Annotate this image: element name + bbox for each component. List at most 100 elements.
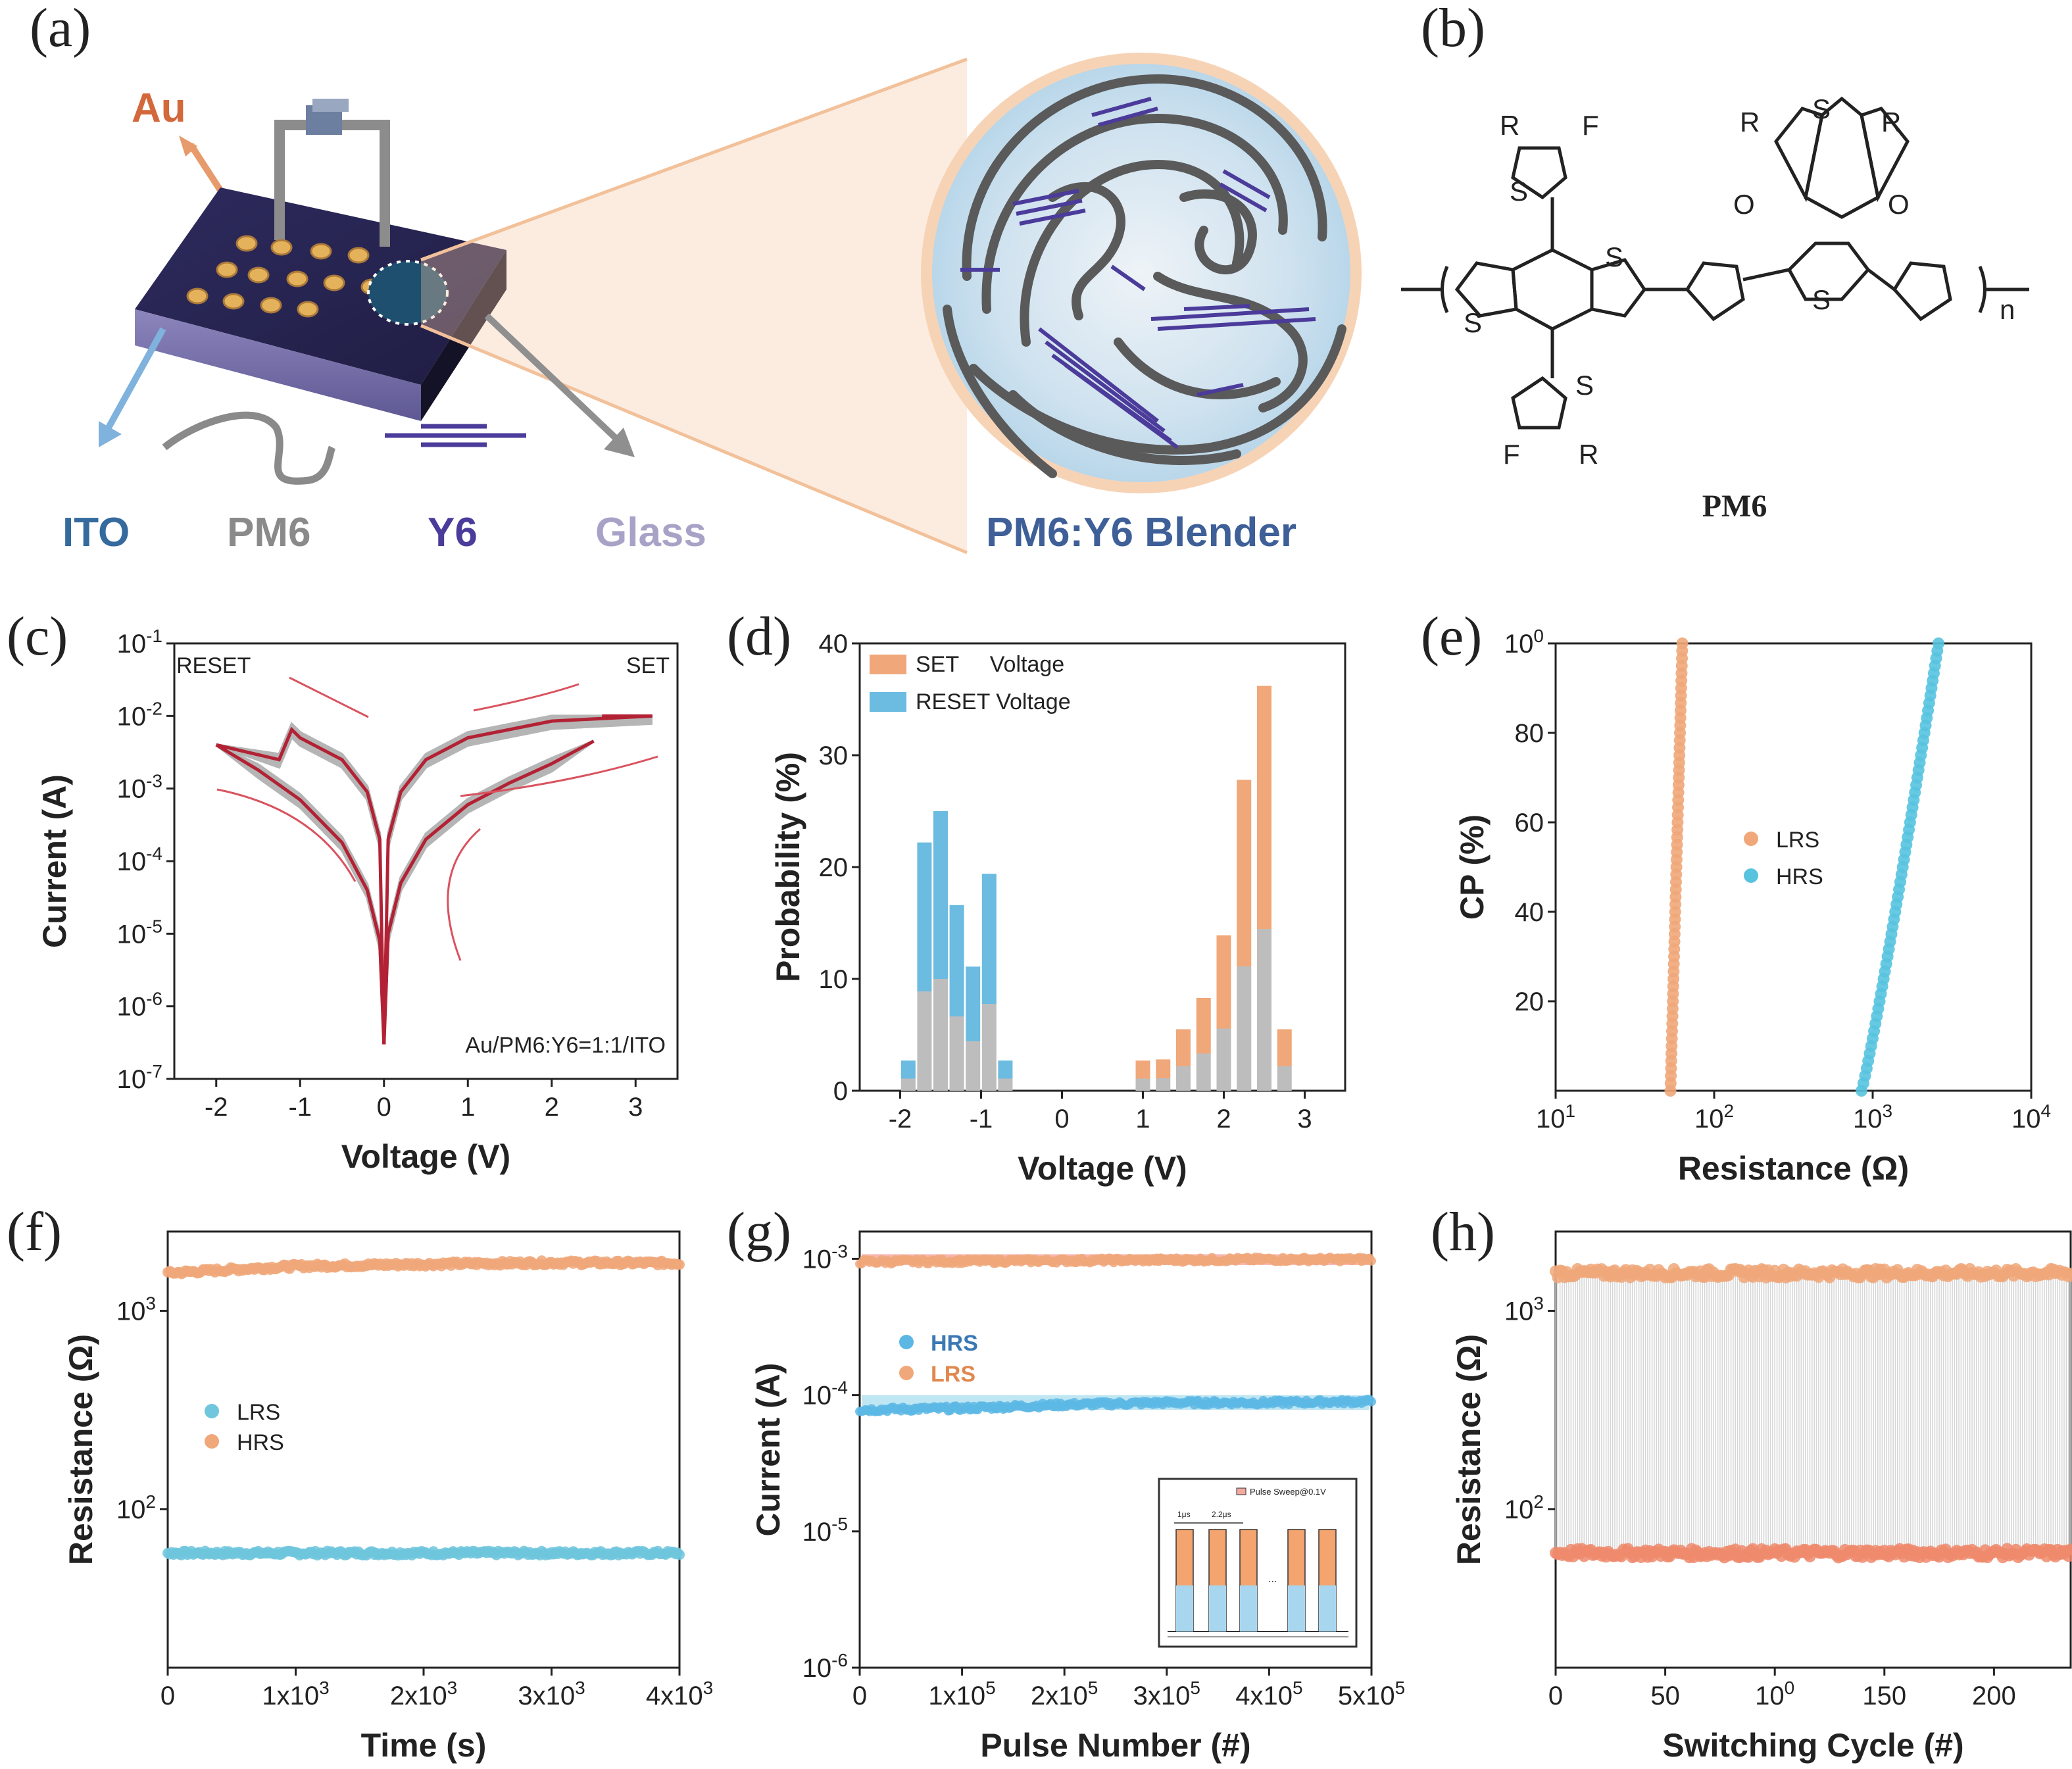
reset-bar	[933, 811, 948, 1091]
x-tick-label: 2	[1216, 1105, 1231, 1134]
zoom-cone	[421, 59, 967, 553]
y-axis-title: Probability (%)	[770, 752, 806, 982]
iv-curve	[215, 743, 386, 1045]
hrs-point	[1933, 637, 1945, 649]
iv-curve	[216, 726, 386, 1045]
x-tick-label: 4x105	[1235, 1678, 1302, 1710]
y-tick-label: 20	[1515, 987, 1544, 1016]
x-tick-label: 102	[1694, 1101, 1734, 1134]
hrs-point	[2065, 1267, 2072, 1280]
reset-bar	[917, 842, 932, 1091]
lrs-point	[1367, 1256, 1376, 1266]
cycle-line-gray	[382, 739, 595, 1045]
set-bar	[1196, 997, 1211, 1091]
atom-s4: S	[1575, 370, 1594, 401]
x-tick-label: 1x103	[262, 1678, 329, 1710]
y-tick-label: 10-6	[802, 1650, 848, 1683]
panel-a: (a) Au	[30, 0, 1362, 555]
plot-frame	[1554, 1230, 2072, 1669]
cycle-line-gray	[382, 739, 595, 1045]
arrow-1	[216, 788, 357, 882]
x-tick-label: 2	[545, 1093, 559, 1122]
y-axis-title: Resistance (Ω)	[1450, 1334, 1487, 1565]
glass-arrow	[484, 313, 618, 440]
hrs-point	[1367, 1397, 1376, 1407]
x-tick-label: 0	[160, 1682, 175, 1710]
y-axis-title: Current (A)	[36, 774, 73, 948]
legend-label: LRS	[237, 1400, 280, 1425]
x-tick-label: 3x103	[518, 1678, 585, 1710]
reset-bar	[981, 874, 997, 1091]
arrow-5	[473, 683, 580, 712]
chart-e: 101 102 103 104 20 40 60 80 100 Resistance (Ω) CP …	[1454, 626, 2051, 1187]
x-axis-title: Voltage (V)	[341, 1138, 510, 1175]
set-bar	[1237, 780, 1252, 1091]
legend-label: HRS	[931, 1331, 978, 1356]
y-axis-title: Current (A)	[750, 1363, 787, 1537]
chart-c: -2 -1 0 1 2 3 10-7 10-6 10-5 10-4 10-3 10-2 10-1 Volt…	[36, 626, 679, 1175]
legend-pm6: PM6	[227, 510, 310, 555]
cycle-line-gray	[382, 739, 595, 1045]
arrow-3	[447, 828, 481, 961]
legend-swatch	[870, 692, 906, 712]
x-tick-label: 0	[1054, 1105, 1069, 1134]
y-tick-label: 10-6	[117, 989, 162, 1022]
cycle-line-gray	[382, 739, 595, 1045]
set-bar	[1216, 935, 1231, 1091]
y-axis-title: CP (%)	[1454, 814, 1491, 920]
panel-c-set-tag: SET	[626, 653, 670, 678]
y-tick-label: 40	[819, 630, 849, 659]
cycle-line-gray	[382, 739, 595, 1045]
x-tick-label: -2	[889, 1105, 912, 1134]
y-tick-label: 10-7	[117, 1061, 162, 1094]
x-axis-title: Pulse Number (#)	[980, 1727, 1250, 1764]
atom-r2: R	[1579, 439, 1598, 470]
inset-width: 1μs	[1177, 1510, 1191, 1519]
panel-b-label: (b)	[1421, 0, 1485, 59]
cycle-line-gray	[216, 734, 385, 1045]
plot-frame	[858, 1230, 1373, 1669]
y-tick-label: 102	[116, 1491, 156, 1524]
cycle-line-gray	[382, 739, 595, 1045]
x-tick-label: 100	[1755, 1678, 1794, 1710]
y-tick-label: 10-4	[802, 1378, 848, 1410]
y-tick-label: 10-3	[802, 1241, 848, 1274]
x-tick-label: 5x105	[1338, 1678, 1405, 1710]
y-tick-label: 80	[1515, 719, 1544, 748]
x-tick-label: 1	[460, 1093, 475, 1122]
y-tick-label: 10-3	[117, 771, 162, 804]
atom-r4: R	[1881, 107, 1901, 137]
panel-a-label: (a)	[30, 0, 91, 59]
atom-s1: S	[1464, 307, 1482, 338]
y-tick-label: 100	[1504, 626, 1544, 659]
x-tick-label: 2x105	[1031, 1678, 1098, 1710]
cycle-line-gray	[216, 723, 385, 1045]
panel-d-label: (d)	[727, 606, 791, 667]
legend-marker	[899, 1335, 914, 1349]
y-tick-label: 40	[1515, 898, 1544, 927]
set-bar	[1135, 1060, 1150, 1091]
y-tick-label: 10-4	[117, 843, 162, 876]
set-bar	[1257, 685, 1271, 1091]
legend-label: SET Voltage	[916, 652, 1064, 677]
inset-dots: ...	[1268, 1574, 1277, 1585]
atom-s3: S	[1510, 176, 1528, 207]
iv-curve	[382, 714, 653, 1045]
y-tick-label: 10-5	[802, 1514, 848, 1547]
legend-label: RESET Voltage	[916, 689, 1071, 714]
atom-r1: R	[1500, 110, 1519, 141]
y-tick-label: 102	[1504, 1491, 1544, 1524]
pulse-inset: Pulse Sweep@0.1V 1μs 2.2μs ...	[1158, 1478, 1358, 1648]
cycle-line-gray	[382, 714, 653, 1045]
cycle-line-gray	[382, 739, 595, 1045]
atom-s6: S	[1812, 284, 1831, 315]
legend-label: LRS	[931, 1362, 975, 1387]
inset-interval: 2.2μs	[1212, 1510, 1231, 1519]
x-tick-label: 104	[2011, 1101, 2051, 1134]
legend-swatch	[870, 655, 906, 674]
x-tick-label: 1x105	[928, 1678, 995, 1710]
legend-marker	[1744, 868, 1758, 883]
y-tick-label: 20	[819, 853, 849, 882]
cycle-line-gray	[382, 739, 595, 1045]
panel-c-device: Au/PM6:Y6=1:1/ITO	[465, 1033, 666, 1058]
